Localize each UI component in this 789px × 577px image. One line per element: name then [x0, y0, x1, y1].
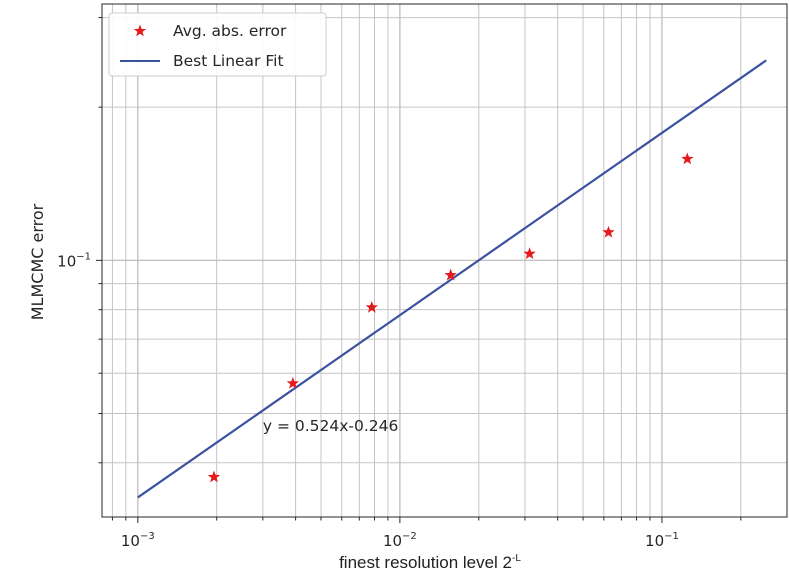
y-tick-label: 10−1	[57, 251, 91, 270]
series-layer	[137, 59, 767, 499]
legend: Avg. abs. error Best Linear Fit	[108, 12, 327, 77]
tick-labels: 10−3 10−2 10−1 10−1	[57, 251, 679, 550]
avg-abs-error-point	[207, 470, 221, 483]
avg-abs-error-point	[681, 152, 694, 165]
avg-abs-error-point	[444, 268, 457, 281]
grid-lines	[102, 4, 787, 517]
legend-label-scatter: Avg. abs. error	[173, 22, 287, 40]
x-tick-label: 10−1	[645, 531, 679, 550]
avg-abs-error-point	[523, 247, 536, 260]
avg-abs-error-point	[602, 225, 615, 238]
y-axis-label: MLMCMC error	[28, 203, 47, 320]
fit-equation-annotation: y = 0.524x-0.246	[263, 417, 399, 435]
tick-marks	[96, 17, 742, 523]
legend-box	[108, 12, 327, 77]
legend-star-marker	[133, 24, 147, 37]
avg-abs-error-point	[286, 376, 300, 389]
x-tick-label: 10−2	[383, 531, 417, 550]
best-linear-fit-line	[137, 59, 767, 499]
x-tick-label: 10−3	[121, 531, 155, 550]
avg-abs-error-point	[365, 300, 378, 313]
x-axis-label: finest resolution level 2-L	[339, 553, 521, 572]
legend-label-line: Best Linear Fit	[173, 52, 284, 70]
